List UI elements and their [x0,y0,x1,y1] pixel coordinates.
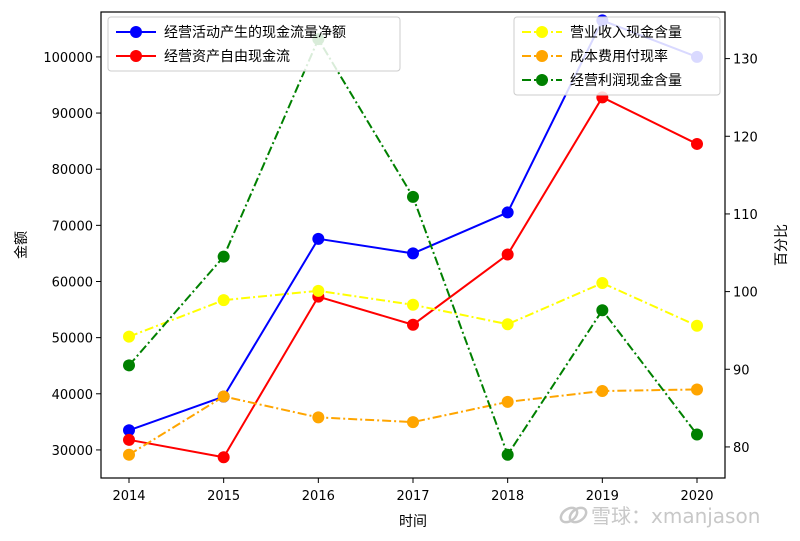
right-legend-marker [536,74,548,86]
right-series-0-point [407,298,419,311]
right-series-1-point [596,385,609,398]
right-series-2-point [217,250,230,263]
right-series-0-point [312,284,325,297]
x-tick-label: 2018 [491,489,524,504]
left-series-1-point [691,137,703,150]
y-tick-label: 40000 [52,388,93,403]
right-legend-box [513,16,721,96]
x-tick-label: 2020 [680,489,713,504]
axes-layer: 2014 2015 2016 2017 2018 2019 2020 30000 40000 50… [43,11,758,504]
left-legend-marker [130,50,142,62]
right-series-2-point [407,190,419,203]
right-series-0-point [596,277,609,290]
left-legend-label: 经营活动产生的现金流量净额 [164,25,346,41]
right-series-1-point [217,390,230,403]
left-series-1-point [217,451,230,464]
x-tick-label: 2015 [207,489,240,504]
right-legend-marker [536,26,548,38]
right-series-2-point [123,359,135,372]
y2-tick-label: 90 [733,363,750,378]
left-legend-marker [130,26,142,38]
y2-tick-label: 130 [733,53,758,68]
y-tick-label: 50000 [52,332,93,347]
watermark: 雪球：xmanjason [559,504,760,528]
right-series-1-point [407,416,419,429]
right-series-1-point [312,411,325,424]
right-series-2-point [691,428,703,441]
left-series-0-point [312,232,325,245]
right-legend-label: 营业收入现金含量 [570,25,682,41]
right-series-2-point [501,448,514,461]
right-legend-label: 经营利润现金含量 [570,73,682,89]
right-series-0-point [691,319,703,332]
right-series-0-point [501,318,514,331]
left-series-0-point [123,424,135,437]
x-tick-label: 2019 [586,489,619,504]
right-series-0-point [123,330,135,343]
y2-axis-title: 百分比 [774,224,790,266]
right-legend-marker [536,50,548,62]
right-series-2-point [596,304,609,317]
watermark-text: 雪球：xmanjason [591,504,760,528]
y-tick-label: 90000 [52,107,93,122]
left-series-1-point [407,318,419,331]
y-tick-label: 100000 [43,51,93,66]
x-tick-label: 2016 [302,489,335,504]
y2-tick-label: 120 [733,130,758,145]
y-axis-title: 金额 [14,231,30,259]
x-axis-title: 时间 [399,514,427,530]
left-series-1-point [123,433,135,446]
y-tick-label: 30000 [52,444,93,459]
right-legend-label: 成本费用付现率 [570,48,668,65]
y-tick-label: 60000 [52,275,93,290]
right-series-1-point [501,395,514,408]
left-series-1 [123,91,703,464]
y2-tick-label: 110 [733,208,758,223]
left-legend-label: 经营资产自由现金流 [164,49,290,65]
right-series-0-point [217,294,230,307]
y2-tick-label: 100 [733,286,758,301]
x-tick-label: 2014 [112,489,145,504]
left-series-0-point [407,247,419,260]
right-series-1-point [691,383,703,396]
y2-tick-label: 80 [733,441,750,456]
left-legend-box [107,16,401,72]
snowball-logo-icon [559,506,588,524]
right-series-1 [123,383,703,461]
right-series-1-point [123,448,135,461]
right-series-2 [123,33,703,461]
right-series-0 [123,277,703,343]
left-series-0-point [501,206,514,219]
x-tick-label: 2017 [396,489,429,504]
y-tick-label: 70000 [52,219,93,234]
left-series-1-point [501,248,514,261]
y-tick-label: 80000 [52,163,93,178]
